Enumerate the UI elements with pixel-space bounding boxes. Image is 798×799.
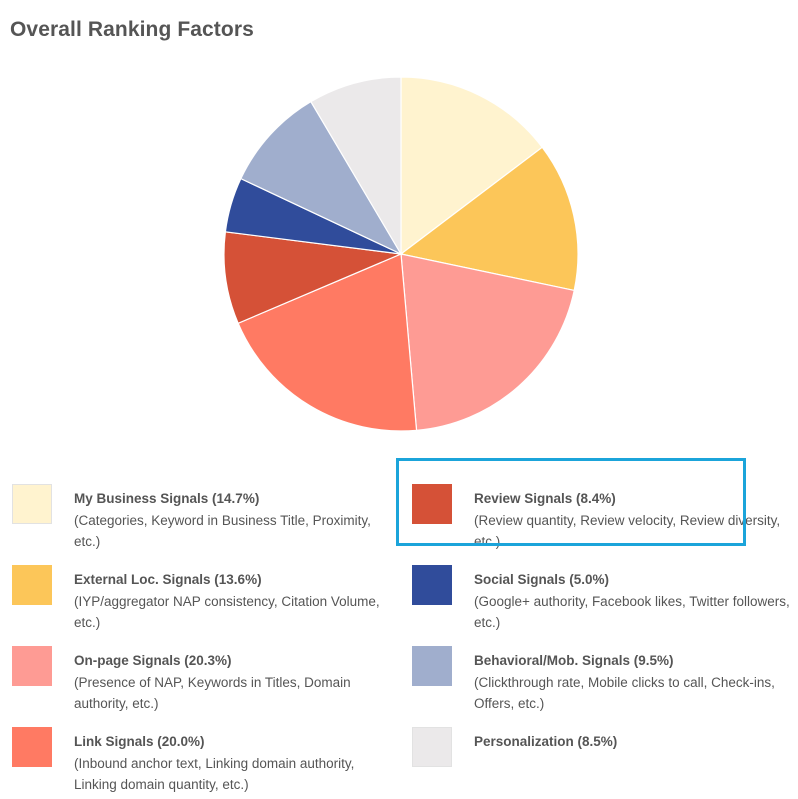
legend-item: My Business Signals (14.7%) (Categories, … [12,468,392,549]
pie-slice-1 [400,76,544,256]
legend-label: External Loc. Signals (13.6%) [74,572,262,587]
pie-slice-2 [399,146,579,292]
legend-swatch [12,565,52,605]
legend-swatch [412,646,452,686]
legend-description: (Presence of NAP, Keywords in Titles, Do… [74,674,351,712]
legend-swatch [412,484,452,524]
legend-item: On-page Signals (20.3%) (Presence of NAP,… [12,630,392,711]
legend-description: (Categories, Keyword in Business Title, … [74,512,371,550]
legend-text: Review Signals (8.4%) (Review quantity, R… [474,488,794,553]
legend-text: External Loc. Signals (13.6%) (IYP/aggreg… [74,569,394,634]
legend-label: Social Signals (5.0%) [474,572,610,587]
legend-description: (Clickthrough rate, Mobile clicks to cal… [474,674,775,712]
legend-text: Personalization (8.5%) [474,731,794,753]
legend-label: Review Signals (8.4%) [474,491,616,506]
review-signals-highlight-box [396,458,746,546]
legend-item: Behavioral/Mob. Signals (9.5%) (Clickthro… [412,630,792,711]
chart-title: Overall Ranking Factors [10,18,254,41]
pie-slice-4 [237,253,418,432]
legend-swatch [412,727,452,767]
legend-label: Link Signals (20.0%) [74,734,205,749]
legend-label: Behavioral/Mob. Signals (9.5%) [474,653,674,668]
legend-item: Link Signals (20.0%) (Inbound anchor text… [12,711,392,792]
legend-label: My Business Signals (14.7%) [74,491,260,506]
legend-swatch [12,727,52,767]
legend-text: My Business Signals (14.7%) (Categories, … [74,488,394,553]
pie-slice-3 [400,253,575,431]
legend-text: Link Signals (20.0%) (Inbound anchor text… [74,731,394,796]
legend-description: (Google+ authority, Facebook likes, Twit… [474,593,790,631]
legend-swatch [12,484,52,524]
legend-item: Personalization (8.5%) [412,711,792,783]
pie-slice-5 [223,231,404,325]
legend-text: Social Signals (5.0%) (Google+ authority,… [474,569,794,634]
legend-text: On-page Signals (20.3%) (Presence of NAP,… [74,650,394,715]
pie-chart [223,76,579,432]
legend-item: External Loc. Signals (13.6%) (IYP/aggreg… [12,549,392,630]
legend-description: (Inbound anchor text, Linking domain aut… [74,755,355,793]
legend-swatch [12,646,52,686]
legend-swatch [412,565,452,605]
legend-text: Behavioral/Mob. Signals (9.5%) (Clickthro… [474,650,794,715]
legend-item: Review Signals (8.4%) (Review quantity, R… [412,468,792,549]
legend-item: Social Signals (5.0%) (Google+ authority,… [412,549,792,630]
pie-slice-8 [310,76,402,257]
legend-description: (IYP/aggregator NAP consistency, Citatio… [74,593,380,631]
pie-slice-7 [240,100,403,256]
legend-label: On-page Signals (20.3%) [74,653,232,668]
legend-label: Personalization (8.5%) [474,734,618,749]
